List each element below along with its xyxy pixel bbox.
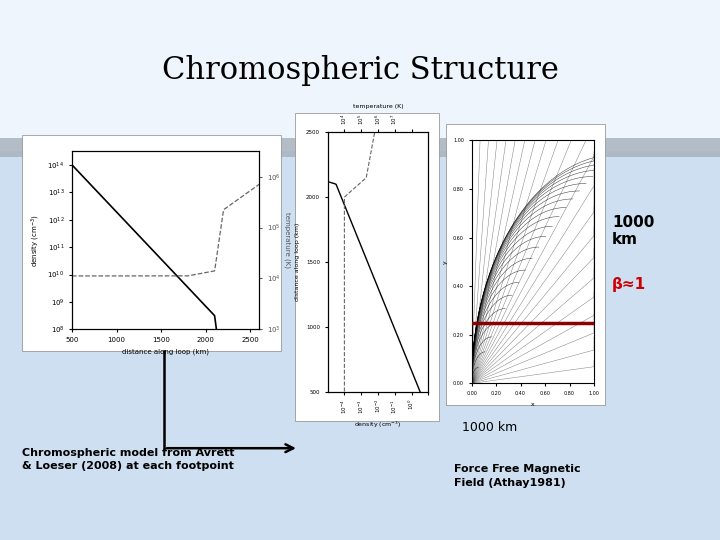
Text: β≈1: β≈1 xyxy=(612,278,646,292)
Bar xyxy=(0,0,720,151)
Y-axis label: temperature (K): temperature (K) xyxy=(284,212,290,268)
Bar xyxy=(0,151,720,540)
X-axis label: density (cm$^{-3}$): density (cm$^{-3}$) xyxy=(354,419,402,429)
Y-axis label: distance along loop (km): distance along loop (km) xyxy=(295,222,300,301)
Bar xyxy=(446,124,605,405)
X-axis label: temperature (K): temperature (K) xyxy=(353,104,403,109)
Text: Chromospheric model from Avrett
& Loeser (2008) at each footpoint: Chromospheric model from Avrett & Loeser… xyxy=(22,448,234,471)
Text: Chromospheric Structure: Chromospheric Structure xyxy=(161,55,559,86)
Bar xyxy=(0,138,720,157)
Text: 1000 km: 1000 km xyxy=(462,421,518,434)
X-axis label: x: x xyxy=(531,402,535,407)
Y-axis label: density (cm$^{-3}$): density (cm$^{-3}$) xyxy=(30,214,42,267)
Y-axis label: y: y xyxy=(443,260,448,264)
Text: Force Free Magnetic
Field (Athay1981): Force Free Magnetic Field (Athay1981) xyxy=(454,464,581,488)
Bar xyxy=(295,113,439,421)
Bar xyxy=(22,135,281,351)
Text: 1000
km: 1000 km xyxy=(612,215,654,247)
X-axis label: distance along loop (km): distance along loop (km) xyxy=(122,349,209,355)
